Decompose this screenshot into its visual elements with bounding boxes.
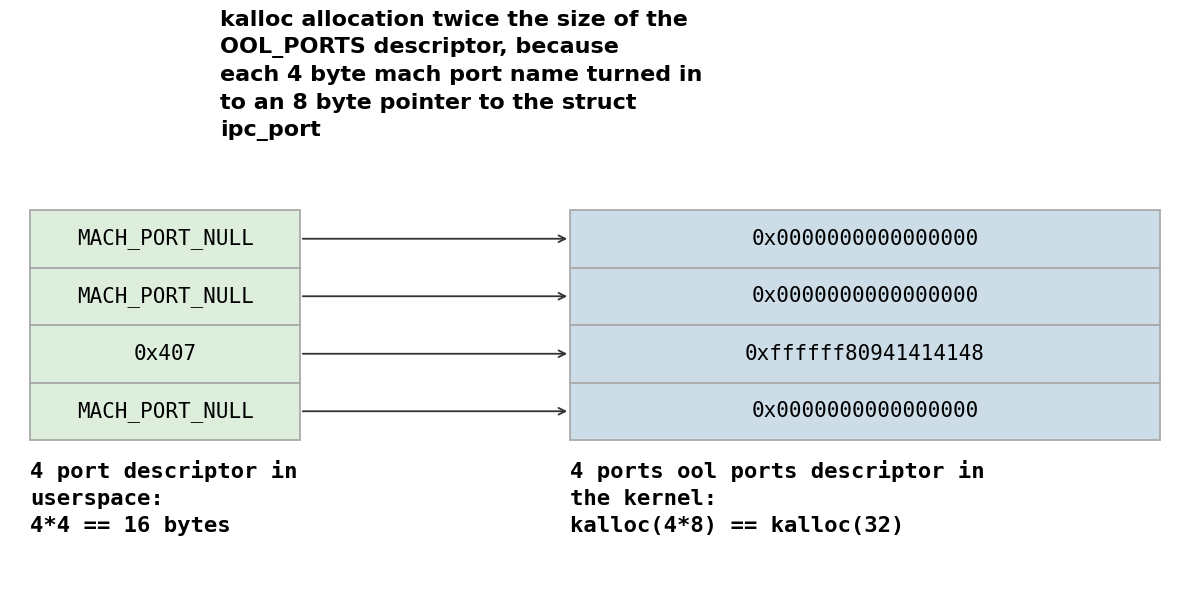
- Text: 0xffffff80941414148: 0xffffff80941414148: [745, 344, 985, 364]
- Bar: [30, 210, 300, 267]
- Bar: [30, 325, 300, 383]
- Text: 0x0000000000000000: 0x0000000000000000: [751, 229, 979, 249]
- Text: 4 ports ool ports descriptor in
the kernel:
kalloc(4*8) == kalloc(32): 4 ports ool ports descriptor in the kern…: [570, 460, 985, 537]
- Bar: [570, 210, 1160, 267]
- Text: 0x407: 0x407: [133, 344, 197, 364]
- Text: 0x0000000000000000: 0x0000000000000000: [751, 286, 979, 306]
- Bar: [570, 267, 1160, 325]
- Text: MACH_PORT_NULL: MACH_PORT_NULL: [77, 286, 253, 307]
- Text: kalloc allocation twice the size of the
OOL_PORTS descriptor, because
each 4 byt: kalloc allocation twice the size of the …: [220, 10, 702, 141]
- Bar: [30, 383, 300, 440]
- Bar: [30, 267, 300, 325]
- Text: MACH_PORT_NULL: MACH_PORT_NULL: [77, 401, 253, 422]
- Text: 4 port descriptor in
userspace:
4*4 == 16 bytes: 4 port descriptor in userspace: 4*4 == 1…: [30, 460, 298, 537]
- Bar: [570, 383, 1160, 440]
- Bar: [570, 325, 1160, 383]
- Text: 0x0000000000000000: 0x0000000000000000: [751, 401, 979, 421]
- Text: MACH_PORT_NULL: MACH_PORT_NULL: [77, 229, 253, 249]
